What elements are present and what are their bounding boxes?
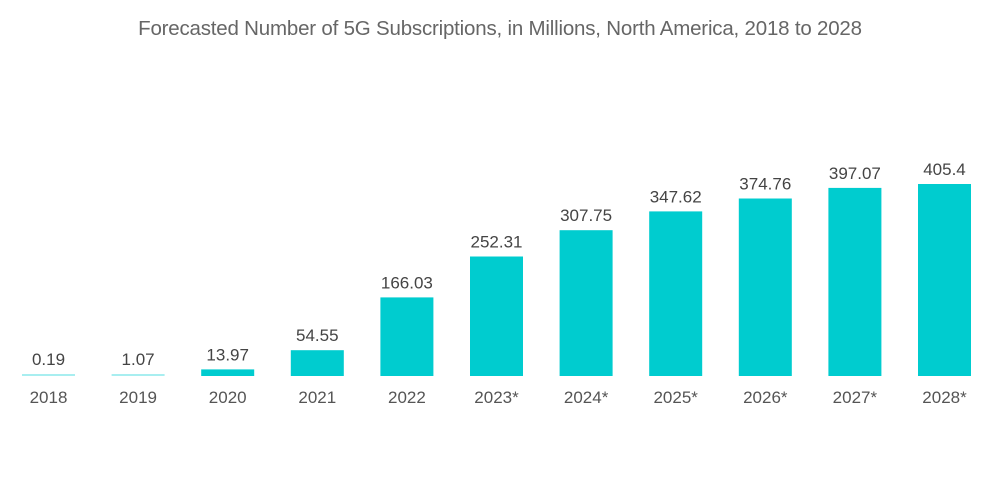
- value-label: 347.62: [650, 187, 702, 206]
- bar-2018: [22, 374, 75, 376]
- value-label: 166.03: [381, 273, 433, 292]
- bar-2020: [201, 369, 255, 376]
- category-label: 2022: [388, 388, 426, 407]
- value-label: 307.75: [560, 206, 612, 225]
- bar-2023: [470, 256, 523, 376]
- category-label: 2018: [30, 388, 68, 407]
- category-label: 2019: [119, 388, 157, 407]
- bar-2025: [649, 211, 703, 376]
- category-label: 2026*: [743, 388, 788, 407]
- category-label: 2024*: [564, 388, 609, 407]
- value-label: 252.31: [471, 233, 523, 252]
- value-label: 1.07: [122, 350, 155, 369]
- value-labels-group: 0.19 1.07 13.97 54.55 166.03 252.31 307.75 347.…: [32, 160, 966, 369]
- bar-2028: [918, 184, 971, 376]
- bar-2024: [559, 230, 613, 376]
- category-label: 2021: [298, 388, 336, 407]
- bars-group: [22, 184, 971, 376]
- category-label: 2020: [209, 388, 247, 407]
- category-label: 2023*: [474, 388, 519, 407]
- bar-2022: [380, 297, 434, 376]
- category-labels-group: 2018 2019 2020 2021 2022 2023* 2024* 2025* 2026*…: [30, 388, 968, 407]
- bar-2026: [738, 198, 792, 376]
- chart-title: Forecasted Number of 5G Subscriptions, i…: [138, 17, 862, 40]
- bar-2019: [111, 374, 165, 376]
- value-label: 54.55: [296, 326, 339, 345]
- value-label: 13.97: [206, 345, 249, 364]
- value-label: 0.19: [32, 350, 65, 369]
- category-label: 2025*: [653, 388, 698, 407]
- category-label: 2027*: [833, 388, 878, 407]
- category-label: 2028*: [922, 388, 967, 407]
- value-label: 374.76: [739, 175, 791, 194]
- value-label: 405.4: [923, 160, 966, 179]
- bar-2027: [828, 187, 882, 376]
- bar-2021: [290, 350, 344, 376]
- value-label: 397.07: [829, 164, 881, 183]
